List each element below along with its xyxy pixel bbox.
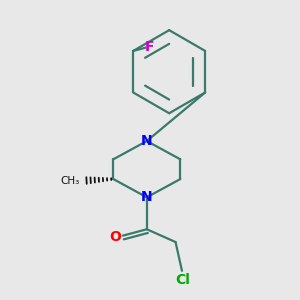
Text: N: N (141, 190, 153, 204)
Text: O: O (109, 230, 121, 244)
Text: CH₃: CH₃ (60, 176, 80, 186)
Text: Cl: Cl (176, 273, 190, 287)
Text: F: F (145, 40, 154, 54)
Text: N: N (141, 134, 153, 148)
